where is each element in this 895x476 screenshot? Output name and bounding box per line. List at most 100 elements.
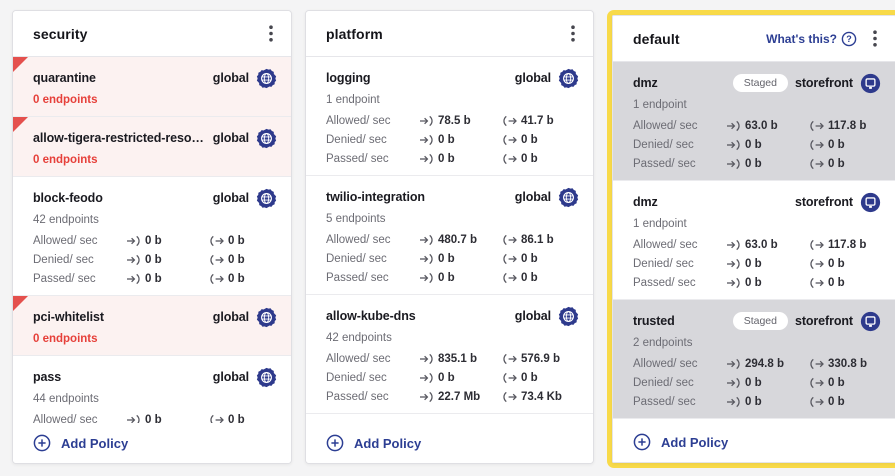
arrow-out-icon	[502, 115, 517, 127]
stat-outbound: 0 b	[809, 396, 881, 408]
column-menu-button[interactable]	[261, 19, 281, 49]
stat-inbound: 63.0 b	[726, 120, 809, 132]
column-header: platform	[306, 11, 593, 57]
arrow-in-icon	[726, 120, 741, 132]
stat-outbound: 0 b	[209, 254, 277, 266]
stat-outbound: 0 b	[502, 153, 579, 165]
arrow-in-icon	[126, 235, 141, 247]
arrow-in-icon	[126, 414, 141, 423]
stat-inbound: 22.7 Mb	[419, 391, 502, 403]
add-policy-button[interactable]: Add Policy	[306, 423, 593, 463]
staged-badge: Staged	[732, 312, 788, 330]
policy-card[interactable]: trusted Staged storefront 2 endpoints Allowe…	[613, 300, 895, 419]
policy-name: pass	[33, 370, 62, 384]
stat-outbound: 117.8 b	[809, 239, 881, 251]
stat-label: Allowed/ sec	[326, 353, 391, 365]
policy-name: dmz	[633, 76, 658, 90]
stat-inbound: 0 b	[126, 254, 209, 266]
stat-inbound: 0 b	[126, 414, 209, 423]
scope-label: storefront	[794, 195, 853, 209]
add-policy-button[interactable]: Add Policy	[13, 423, 291, 463]
arrow-out-icon	[209, 273, 224, 285]
stat-outbound-value: 86.1 b	[521, 234, 554, 246]
kebab-icon	[269, 25, 273, 42]
policy-card-header: block-feodo global	[33, 187, 277, 209]
whats-this-link[interactable]: What's this??	[766, 31, 857, 47]
policy-scope: global	[213, 307, 277, 328]
globe-icon	[256, 307, 277, 328]
policy-name: quarantine	[33, 71, 96, 85]
stat-label: Allowed/ sec	[633, 358, 698, 370]
column-menu-button[interactable]	[865, 24, 885, 54]
arrow-in-icon	[126, 254, 141, 266]
policy-card[interactable]: logging global 1 endpoint Allowed/ sec 78.5 …	[306, 57, 593, 176]
stat-label: Allowed/ sec	[326, 115, 391, 127]
stat-outbound: 0 b	[502, 372, 579, 384]
policy-card[interactable]: block-feodo global 42 endpoints Allowed/ se…	[13, 177, 291, 296]
policy-column-security: security quarantine global 0 endpoints allow…	[12, 10, 292, 464]
add-policy-button[interactable]: Add Policy	[613, 422, 895, 462]
policy-card[interactable]: allow-tigera-restricted-resources global 0…	[13, 117, 291, 177]
stat-label: Passed/ sec	[326, 153, 389, 165]
arrow-out-icon	[502, 134, 517, 146]
globe-icon	[256, 128, 277, 149]
arrow-out-icon	[209, 414, 224, 423]
stat-outbound-value: 73.4 Kb	[521, 391, 562, 403]
endpoint-count: 1 endpoint	[633, 99, 687, 111]
stat-label: Denied/ sec	[33, 254, 94, 266]
arrow-in-icon	[726, 358, 741, 370]
endpoint-count: 44 endpoints	[33, 393, 99, 405]
policy-scope: global	[213, 128, 277, 149]
policy-column-platform: platform logging global 1 endpoint Allowed/ …	[305, 10, 594, 464]
scope-label: global	[212, 370, 249, 384]
stat-outbound-value: 117.8 b	[828, 239, 867, 251]
stat-label: Passed/ sec	[326, 272, 389, 284]
scope-label: global	[212, 191, 249, 205]
highlight-frame-default: default What's this?? dmz Staged storefront 1…	[607, 10, 895, 468]
stat-label: Allowed/ sec	[33, 235, 98, 247]
endpoint-count: 1 endpoint	[633, 218, 687, 230]
policy-card[interactable]: twilio-integration global 5 endpoints Allow…	[306, 176, 593, 295]
policy-cards: logging global 1 endpoint Allowed/ sec 78.5 …	[306, 57, 593, 423]
namespace-icon	[860, 73, 881, 94]
traffic-stats: Allowed/ sec 480.7 b 86.1 b Denied/ sec 0 b 0…	[326, 234, 579, 284]
stat-outbound: 0 b	[809, 139, 881, 151]
stat-outbound: 576.9 b	[502, 353, 579, 365]
arrow-out-icon	[809, 358, 824, 370]
policy-name: dmz	[633, 195, 658, 209]
arrow-in-icon	[419, 391, 434, 403]
stat-outbound-value: 0 b	[521, 253, 538, 265]
policy-card[interactable]: trustedstorefront	[613, 419, 895, 422]
policy-card[interactable]: pci-whitelist global 0 endpoints	[13, 296, 291, 356]
policy-name: trusted	[633, 314, 675, 328]
scope-label: global	[514, 71, 551, 85]
stat-label: Passed/ sec	[633, 396, 696, 408]
stat-outbound: 0 b	[809, 377, 881, 389]
stat-outbound: 41.7 b	[502, 115, 579, 127]
policy-card[interactable]: dmz Staged storefront 1 endpoint Allowed/ se…	[613, 62, 895, 181]
policy-cards: quarantine global 0 endpoints allow-tigera-…	[13, 57, 291, 423]
policy-scope: global	[213, 367, 277, 388]
policy-card[interactable]: quarantine global 0 endpoints	[13, 57, 291, 117]
stat-label: Passed/ sec	[633, 277, 696, 289]
endpoint-count: 42 endpoints	[326, 332, 392, 344]
policy-name: twilio-integration	[326, 190, 425, 204]
policy-card[interactable]: allow-kube-dns global 42 endpoints Allowed/…	[306, 295, 593, 414]
stat-outbound-value: 0 b	[228, 235, 245, 247]
globe-icon	[256, 68, 277, 89]
namespace-icon	[860, 192, 881, 213]
policy-name: allow-tigera-restricted-resources	[33, 131, 206, 145]
endpoint-count: 0 endpoints	[33, 333, 98, 345]
stat-inbound-value: 0 b	[438, 253, 455, 265]
arrow-out-icon	[209, 254, 224, 266]
policy-card[interactable]: dmz storefront 1 endpoint Allowed/ sec 63.0 …	[613, 181, 895, 300]
stat-outbound-value: 0 b	[828, 377, 845, 389]
stat-inbound: 0 b	[726, 377, 809, 389]
arrow-in-icon	[419, 153, 434, 165]
arrow-in-icon	[419, 115, 434, 127]
policy-card[interactable]: pass global 44 endpoints Allowed/ sec 0 b 0 b…	[13, 356, 291, 423]
column-menu-button[interactable]	[563, 19, 583, 49]
arrow-out-icon	[209, 235, 224, 247]
policy-scope: Staged storefront	[732, 311, 881, 332]
endpoint-count: 5 endpoints	[326, 213, 386, 225]
